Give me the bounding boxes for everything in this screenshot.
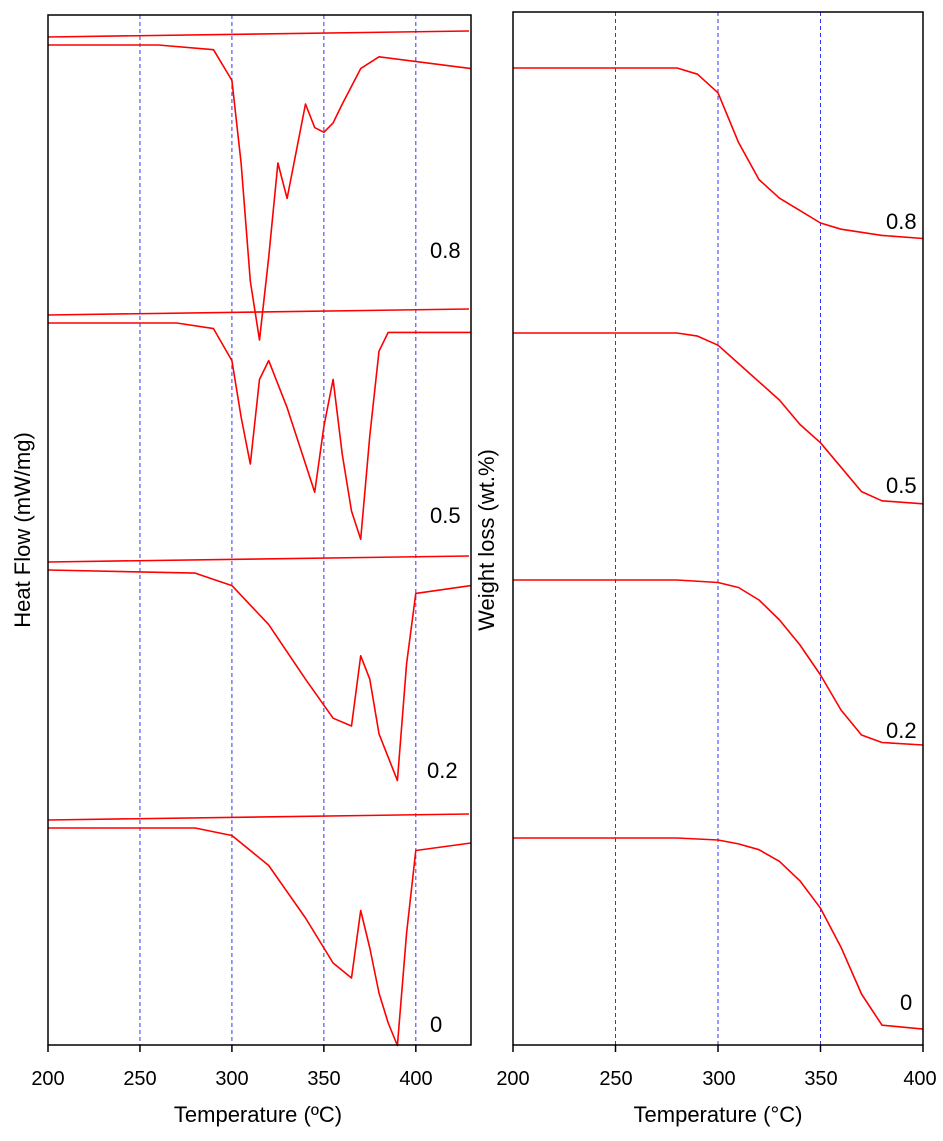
heatflow-series-label: 0 xyxy=(430,1012,442,1037)
heatflow-series-line xyxy=(48,322,471,541)
weightloss-x-ticks xyxy=(512,1045,924,1052)
heatflow-series-line xyxy=(48,44,472,341)
heatflow-series-label: 0.2 xyxy=(427,758,458,783)
weightloss-curves xyxy=(513,67,924,1030)
weightloss-x-axis-label: Temperature (°C) xyxy=(634,1102,803,1127)
heatflow-return-trace xyxy=(47,555,470,563)
heatflow-series-label: 0.5 xyxy=(430,503,461,528)
heatflow-x-tick-label: 250 xyxy=(123,1068,156,1090)
weightloss-x-tick-label: 350 xyxy=(804,1068,837,1090)
heatflow-x-tick-label: 350 xyxy=(307,1068,340,1090)
heatflow-grid xyxy=(139,15,417,1045)
weightloss-series-line xyxy=(513,579,924,746)
weightloss-x-tick-label: 400 xyxy=(903,1068,936,1090)
weightloss-series-line xyxy=(513,67,924,240)
heatflow-series-line xyxy=(47,569,472,782)
weightloss-series-label: 0.5 xyxy=(886,473,917,498)
heatflow-series-line xyxy=(48,827,472,1047)
heatflow-return-trace xyxy=(47,308,470,316)
weightloss-grid xyxy=(615,12,821,1045)
heatflow-series-label: 0.8 xyxy=(430,238,461,263)
weightloss-x-tick-label: 250 xyxy=(599,1068,632,1090)
weightloss-series-label: 0.2 xyxy=(886,718,917,743)
heatflow-x-ticks xyxy=(47,1045,417,1052)
heatflow-x-tick-label: 300 xyxy=(215,1068,248,1090)
weightloss-x-tick-label: 200 xyxy=(496,1068,529,1090)
heatflow-return-trace xyxy=(47,30,470,38)
weightloss-series-line xyxy=(513,837,924,1030)
heatflow-x-tick-label: 200 xyxy=(31,1068,64,1090)
heatflow-x-axis-label: Temperature (ºC) xyxy=(174,1102,342,1127)
weightloss-x-tick-label: 300 xyxy=(702,1068,735,1090)
heatflow-y-axis-label: Heat Flow (mW/mg) xyxy=(10,432,35,628)
heatflow-plot-frame xyxy=(47,14,472,1046)
weightloss-series-label: 0.8 xyxy=(886,209,917,234)
weightloss-series-label: 0 xyxy=(900,990,912,1015)
weightloss-y-axis-label: Weight loss (wt.%) xyxy=(474,449,499,631)
heatflow-x-tick-label: 400 xyxy=(399,1068,432,1090)
heatflow-return-trace xyxy=(47,813,470,821)
weightloss-series-line xyxy=(513,332,924,505)
heatflow-curves xyxy=(47,30,472,1047)
